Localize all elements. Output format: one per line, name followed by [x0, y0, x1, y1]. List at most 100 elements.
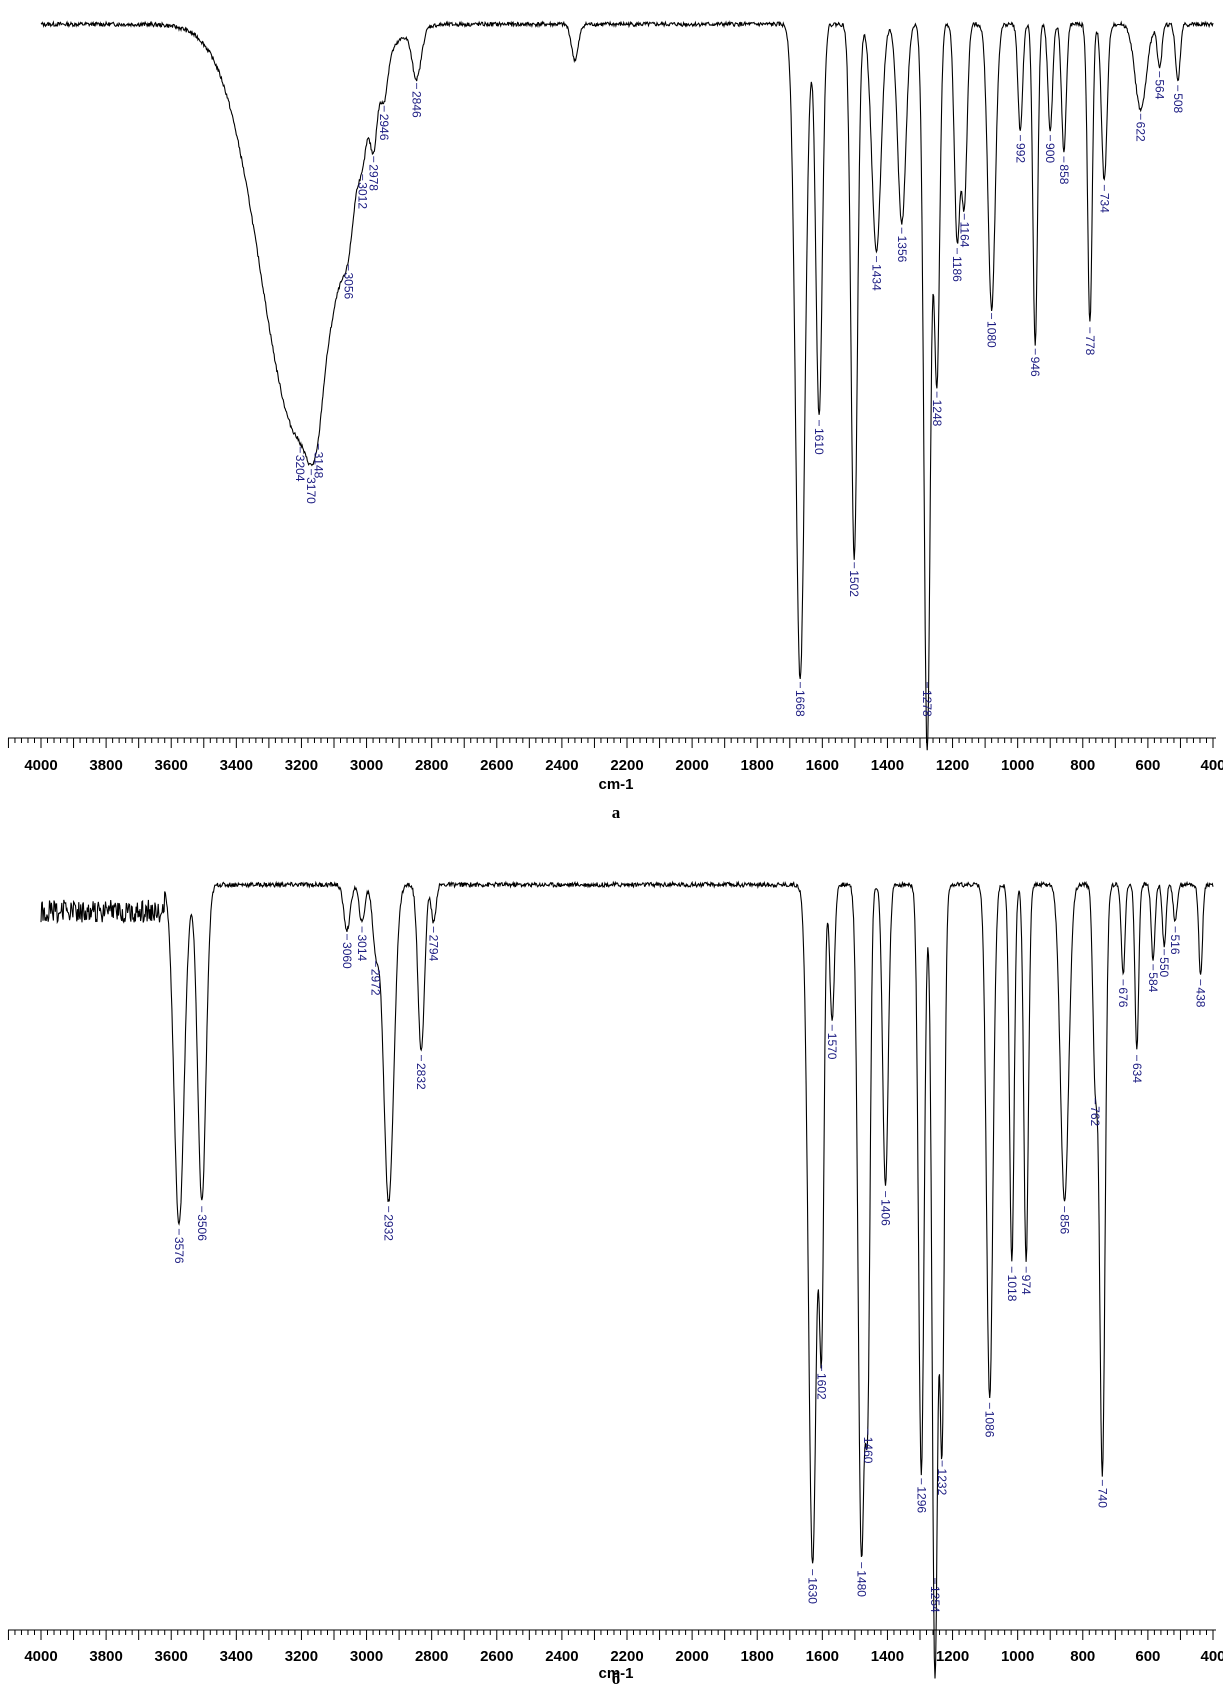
peak-label-text: 584 — [1146, 972, 1160, 992]
peak-label-2978: 2978 — [367, 156, 381, 191]
peak-label-858: 858 — [1057, 156, 1071, 185]
peak-label-3506: 3506 — [195, 1206, 209, 1241]
peak-label-974: 974 — [1019, 1266, 1033, 1295]
peak-label-634: 634 — [1130, 1055, 1144, 1083]
peak-label-text: 1086 — [983, 1411, 997, 1438]
x-tick-label: 1400 — [871, 757, 904, 774]
peak-label-584: 584 — [1146, 964, 1160, 993]
x-tick-label: 3800 — [89, 757, 122, 774]
peak-label-text: 3170 — [304, 477, 318, 504]
x-tick-label: 3600 — [155, 757, 188, 774]
peak-label-1080: 1080 — [985, 313, 999, 348]
peak-label-text: 856 — [1058, 1214, 1072, 1234]
x-tick-label: 600 — [1135, 1648, 1160, 1665]
x-tick-label: 3600 — [155, 1648, 188, 1665]
x-axis-title: cm-1 — [598, 1665, 633, 1682]
x-tick-label: 1800 — [741, 757, 774, 774]
x-tick-label: 1200 — [936, 757, 969, 774]
peak-label-text: 676 — [1116, 987, 1130, 1007]
peak-label-text: 2978 — [367, 164, 381, 191]
peak-label-text: 1232 — [935, 1469, 949, 1496]
x-tick-label: 1000 — [1001, 757, 1034, 774]
peak-label-text: 1254 — [928, 1586, 942, 1613]
panel-label: а — [612, 803, 621, 822]
x-tick-label: 800 — [1070, 757, 1095, 774]
x-axis-title: cm-1 — [598, 776, 633, 793]
peak-label-778: 778 — [1083, 327, 1097, 356]
peak-label-text: 622 — [1134, 122, 1148, 142]
peak-label-1602: 1602 — [815, 1365, 829, 1400]
x-tick-label: 1200 — [936, 1648, 969, 1665]
peak-label-text: 1570 — [825, 1033, 839, 1060]
peak-label-text: 1668 — [793, 690, 807, 717]
peak-label-text: 564 — [1153, 79, 1167, 99]
peak-label-text: 1480 — [854, 1570, 868, 1597]
peak-label-1460: 1460 — [861, 1428, 875, 1464]
peak-label-1186: 1186 — [950, 248, 964, 282]
peak-label-2832: 2832 — [414, 1055, 428, 1090]
peak-label-1278: 1278 — [920, 682, 934, 717]
peak-label-946: 946 — [1028, 348, 1042, 377]
x-tick-label: 400 — [1200, 757, 1223, 774]
peak-label-text: 3148 — [311, 452, 325, 479]
peak-label-1018: 1018 — [1005, 1266, 1019, 1302]
peak-label-1086: 1086 — [983, 1402, 997, 1438]
peak-label-762: 762 — [1088, 1098, 1102, 1126]
peak-label-text: 3012 — [356, 182, 370, 209]
peak-label-text: 858 — [1057, 164, 1071, 184]
peak-label-text: 1356 — [895, 236, 909, 263]
x-tick-label: 3400 — [220, 1648, 253, 1665]
peak-label-856: 856 — [1058, 1206, 1072, 1235]
peak-label-text: 438 — [1194, 987, 1208, 1007]
peak-label-text: 3204 — [293, 455, 307, 482]
peak-label-1434: 1434 — [869, 256, 883, 291]
x-tick-label: 400 — [1200, 1648, 1223, 1665]
x-tick-label: 3000 — [350, 1648, 383, 1665]
peak-label-text: 1406 — [878, 1199, 892, 1226]
peak-label-text: 2932 — [382, 1214, 396, 1241]
peak-label-3060: 3060 — [340, 934, 354, 969]
peak-label-1254: 1254 — [928, 1578, 942, 1613]
x-tick-label: 4000 — [24, 757, 57, 774]
peak-label-text: 740 — [1095, 1488, 1109, 1508]
peak-label-text: 508 — [1171, 93, 1185, 113]
x-tick-label: 3400 — [220, 757, 253, 774]
peak-label-text: 762 — [1088, 1106, 1102, 1126]
peak-label-2794: 2794 — [427, 926, 441, 962]
peak-label-508: 508 — [1171, 85, 1185, 114]
peak-label-text: 2846 — [410, 91, 424, 118]
panel-label: б — [612, 1669, 621, 1688]
x-tick-label: 3200 — [285, 757, 318, 774]
x-tick-label: 3000 — [350, 757, 383, 774]
peak-label-1406: 1406 — [878, 1191, 892, 1226]
peak-label-1610: 1610 — [812, 419, 826, 455]
x-tick-label: 1400 — [871, 1648, 904, 1665]
x-tick-label: 2400 — [545, 757, 578, 774]
peak-label-text: 1164 — [957, 222, 971, 248]
peak-label-438: 438 — [1194, 979, 1208, 1008]
peak-label-text: 1434 — [869, 264, 883, 291]
peak-label-550: 550 — [1157, 949, 1171, 978]
peak-label-900: 900 — [1043, 135, 1057, 163]
peak-label-1164: 1164 — [957, 213, 971, 248]
peak-label-text: 1610 — [812, 428, 826, 455]
peak-label-text: 3576 — [172, 1237, 186, 1264]
x-tick-label: 1600 — [806, 1648, 839, 1665]
peak-label-text: 1296 — [914, 1486, 928, 1513]
peak-label-text: 946 — [1028, 357, 1042, 377]
peak-label-2946: 2946 — [377, 105, 391, 141]
x-tick-label: 2600 — [480, 757, 513, 774]
peak-label-text: 974 — [1019, 1275, 1033, 1295]
peak-label-992: 992 — [1013, 135, 1027, 163]
peak-label-3576: 3576 — [172, 1228, 186, 1264]
peak-label-3056: 3056 — [341, 264, 355, 300]
peak-label-text: 1248 — [930, 400, 944, 427]
peak-label-text: 1460 — [861, 1437, 875, 1464]
peak-label-2932: 2932 — [382, 1206, 396, 1241]
peak-label-1570: 1570 — [825, 1024, 839, 1060]
peak-label-text: 1080 — [985, 321, 999, 348]
x-tick-label: 600 — [1135, 757, 1160, 774]
peak-label-1668: 1668 — [793, 682, 807, 717]
